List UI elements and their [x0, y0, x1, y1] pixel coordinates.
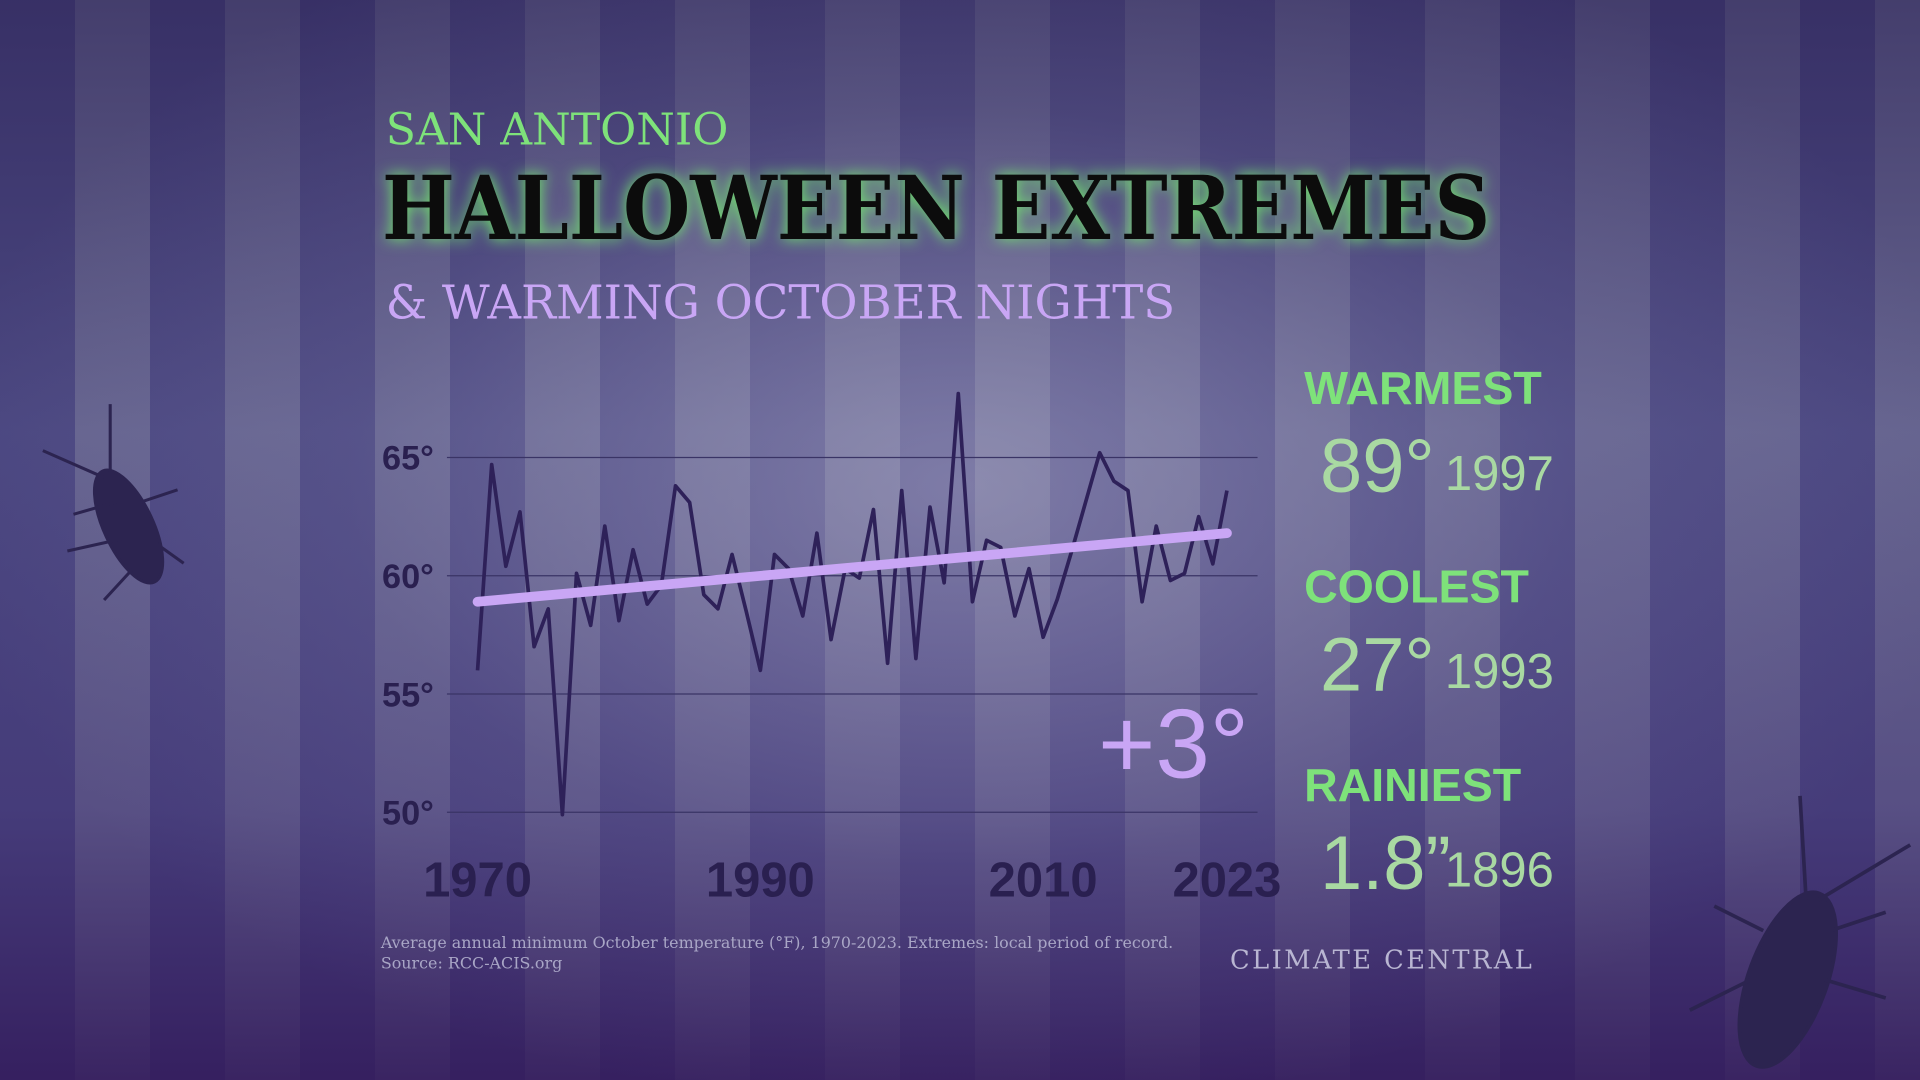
stat-label: WARMEST	[1304, 362, 1542, 414]
stat-year: 1993	[1445, 645, 1554, 699]
stat-label: COOLEST	[1304, 560, 1529, 612]
cockroach-left	[42, 404, 185, 602]
chart-title: HALLOWEEN EXTREMES	[382, 156, 1490, 260]
trend-line	[472, 528, 1232, 607]
x-tick-label: 1990	[706, 853, 815, 907]
stat-value: 1.8”	[1320, 821, 1451, 906]
data-line	[475, 391, 1229, 817]
y-tick-label: 50°	[382, 795, 434, 833]
x-tick-label: 2010	[989, 853, 1098, 907]
x-tick-label: 2023	[1172, 853, 1281, 907]
y-tick-label: 60°	[382, 558, 434, 596]
stat-label: RAINIEST	[1304, 759, 1521, 811]
kicker: SAN ANTONIO	[386, 104, 729, 155]
source: Source: RCC-ACIS.org	[381, 954, 562, 973]
y-tick-label: 65°	[382, 440, 434, 478]
subtitle: & WARMING OCTOBER NIGHTS	[386, 275, 1175, 329]
stat-value: 89°	[1320, 424, 1435, 509]
footnote: Average annual minimum October temperatu…	[380, 933, 1173, 952]
annotation: +3°	[1098, 689, 1249, 799]
stat-year: 1997	[1445, 447, 1554, 501]
stat-value: 27°	[1320, 623, 1435, 708]
brand: CLIMATE CENTRAL	[1230, 946, 1534, 976]
y-tick-label: 55°	[382, 676, 434, 714]
cockroach-right	[1688, 795, 1912, 1069]
x-tick-label: 1970	[423, 853, 532, 907]
stat-year: 1896	[1445, 844, 1554, 898]
